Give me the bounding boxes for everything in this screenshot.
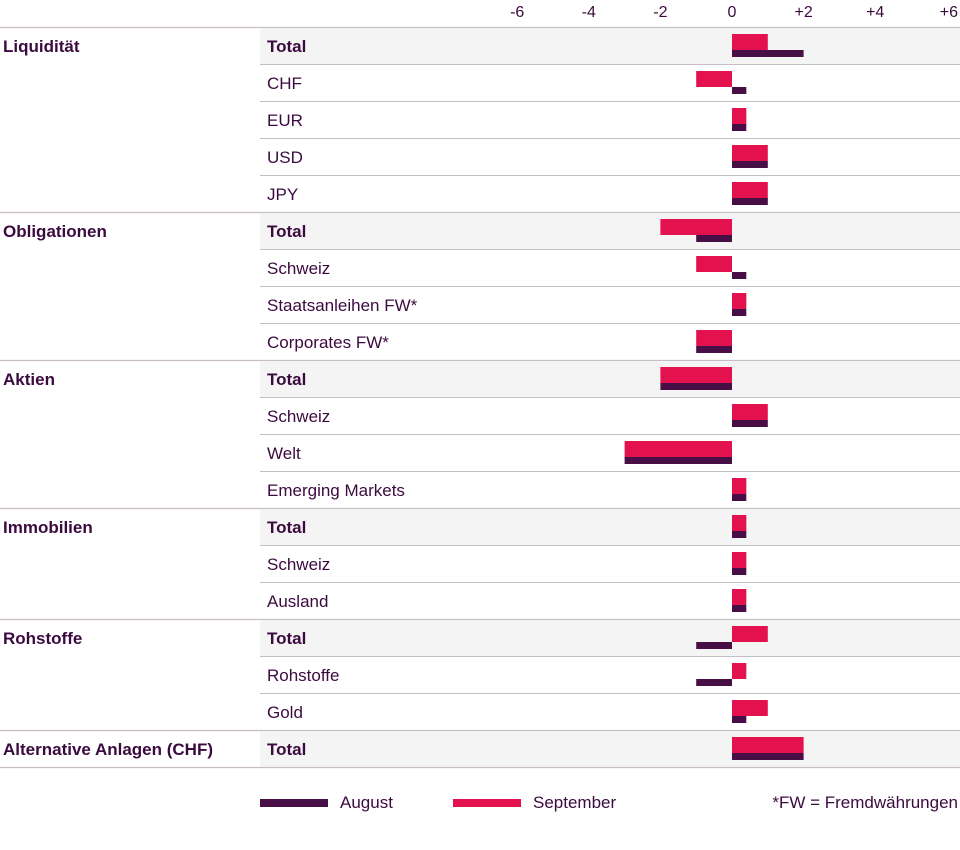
legend-label-september: September <box>533 793 617 812</box>
x-tick-label: -2 <box>653 4 667 21</box>
legend-item-september: September <box>453 792 616 814</box>
bar-september <box>732 663 747 679</box>
bar-august <box>732 605 747 612</box>
bar-august <box>696 642 732 649</box>
bar-august <box>732 50 804 57</box>
bar-august <box>732 87 747 94</box>
bar-september <box>732 145 768 161</box>
legend-item-august: August <box>260 792 393 814</box>
group-label: Rohstoffe <box>3 629 82 648</box>
x-tick-label: +6 <box>940 4 958 21</box>
row-label: Gold <box>267 703 303 722</box>
bar-august <box>696 235 732 242</box>
bar-august <box>732 161 768 168</box>
bar-september <box>732 589 747 605</box>
legend-swatch-september <box>453 799 521 807</box>
bar-september <box>696 330 732 346</box>
row-label: Ausland <box>267 592 328 611</box>
bar-september <box>732 293 747 309</box>
bar-september <box>732 108 747 124</box>
chart-canvas: -6 -4 -2 0 +2 +4 +6 Liquidität Total CHF EUR USD JPY… <box>0 4 960 769</box>
bar-august <box>732 568 747 575</box>
bar-september <box>732 34 768 50</box>
bar-august <box>624 457 732 464</box>
row-label: Welt <box>267 444 301 463</box>
total-row-background <box>260 509 960 545</box>
bar-august <box>732 124 747 131</box>
row-label: Rohstoffe <box>267 666 339 685</box>
x-tick-label: +2 <box>794 4 812 21</box>
row-label: Total <box>267 370 306 389</box>
x-tick-label: +4 <box>866 4 884 21</box>
total-row-background <box>260 731 960 767</box>
bar-august <box>732 494 747 501</box>
bar-september <box>732 700 768 716</box>
bar-september <box>660 367 732 383</box>
bar-august <box>732 753 804 760</box>
bar-september <box>696 256 732 272</box>
bar-september <box>732 626 768 642</box>
row-label: USD <box>267 148 303 167</box>
x-tick-label: -4 <box>582 4 596 21</box>
bar-august <box>732 531 747 538</box>
total-row-background <box>260 620 960 656</box>
group-label: Obligationen <box>3 222 107 241</box>
bar-august <box>732 309 747 316</box>
row-label: Total <box>267 222 306 241</box>
legend-swatch-august <box>260 799 328 807</box>
legend: August September *FW = Fremdwährungen <box>0 792 960 816</box>
bar-september <box>732 478 747 494</box>
row-label: JPY <box>267 185 298 204</box>
bar-september <box>732 182 768 198</box>
row-label: Schweiz <box>267 259 330 278</box>
bar-september <box>732 737 804 753</box>
bar-august <box>732 198 768 205</box>
group-label: Immobilien <box>3 518 93 537</box>
total-row-background <box>260 28 960 64</box>
bar-august <box>660 383 732 390</box>
total-row-background <box>260 361 960 397</box>
bar-august <box>732 716 747 723</box>
bar-august <box>696 346 732 353</box>
bar-september <box>732 552 747 568</box>
bar-august <box>732 272 747 279</box>
bar-august <box>732 420 768 427</box>
bar-september <box>696 71 732 87</box>
footnote: *FW = Fremdwährungen <box>772 793 958 812</box>
x-tick-label: 0 <box>728 4 737 21</box>
row-label: Corporates FW* <box>267 333 389 352</box>
row-label: Total <box>267 37 306 56</box>
legend-label-august: August <box>340 793 393 812</box>
total-row-background <box>260 213 960 249</box>
group-label: Aktien <box>3 370 55 389</box>
row-label: Total <box>267 518 306 537</box>
row-label: Total <box>267 629 306 648</box>
row-label: Emerging Markets <box>267 481 405 500</box>
bar-september <box>732 404 768 420</box>
row-label: EUR <box>267 111 303 130</box>
bar-august <box>696 679 732 686</box>
bar-september <box>624 441 732 457</box>
x-tick-label: -6 <box>510 4 524 21</box>
row-label: CHF <box>267 74 302 93</box>
bar-september <box>732 515 747 531</box>
row-label: Staatsanleihen FW* <box>267 296 418 315</box>
row-label: Total <box>267 740 306 759</box>
row-label: Schweiz <box>267 555 330 574</box>
bar-september <box>660 219 732 235</box>
row-label: Schweiz <box>267 407 330 426</box>
group-label: Liquidität <box>3 37 80 56</box>
group-label: Alternative Anlagen (CHF) <box>3 740 213 759</box>
